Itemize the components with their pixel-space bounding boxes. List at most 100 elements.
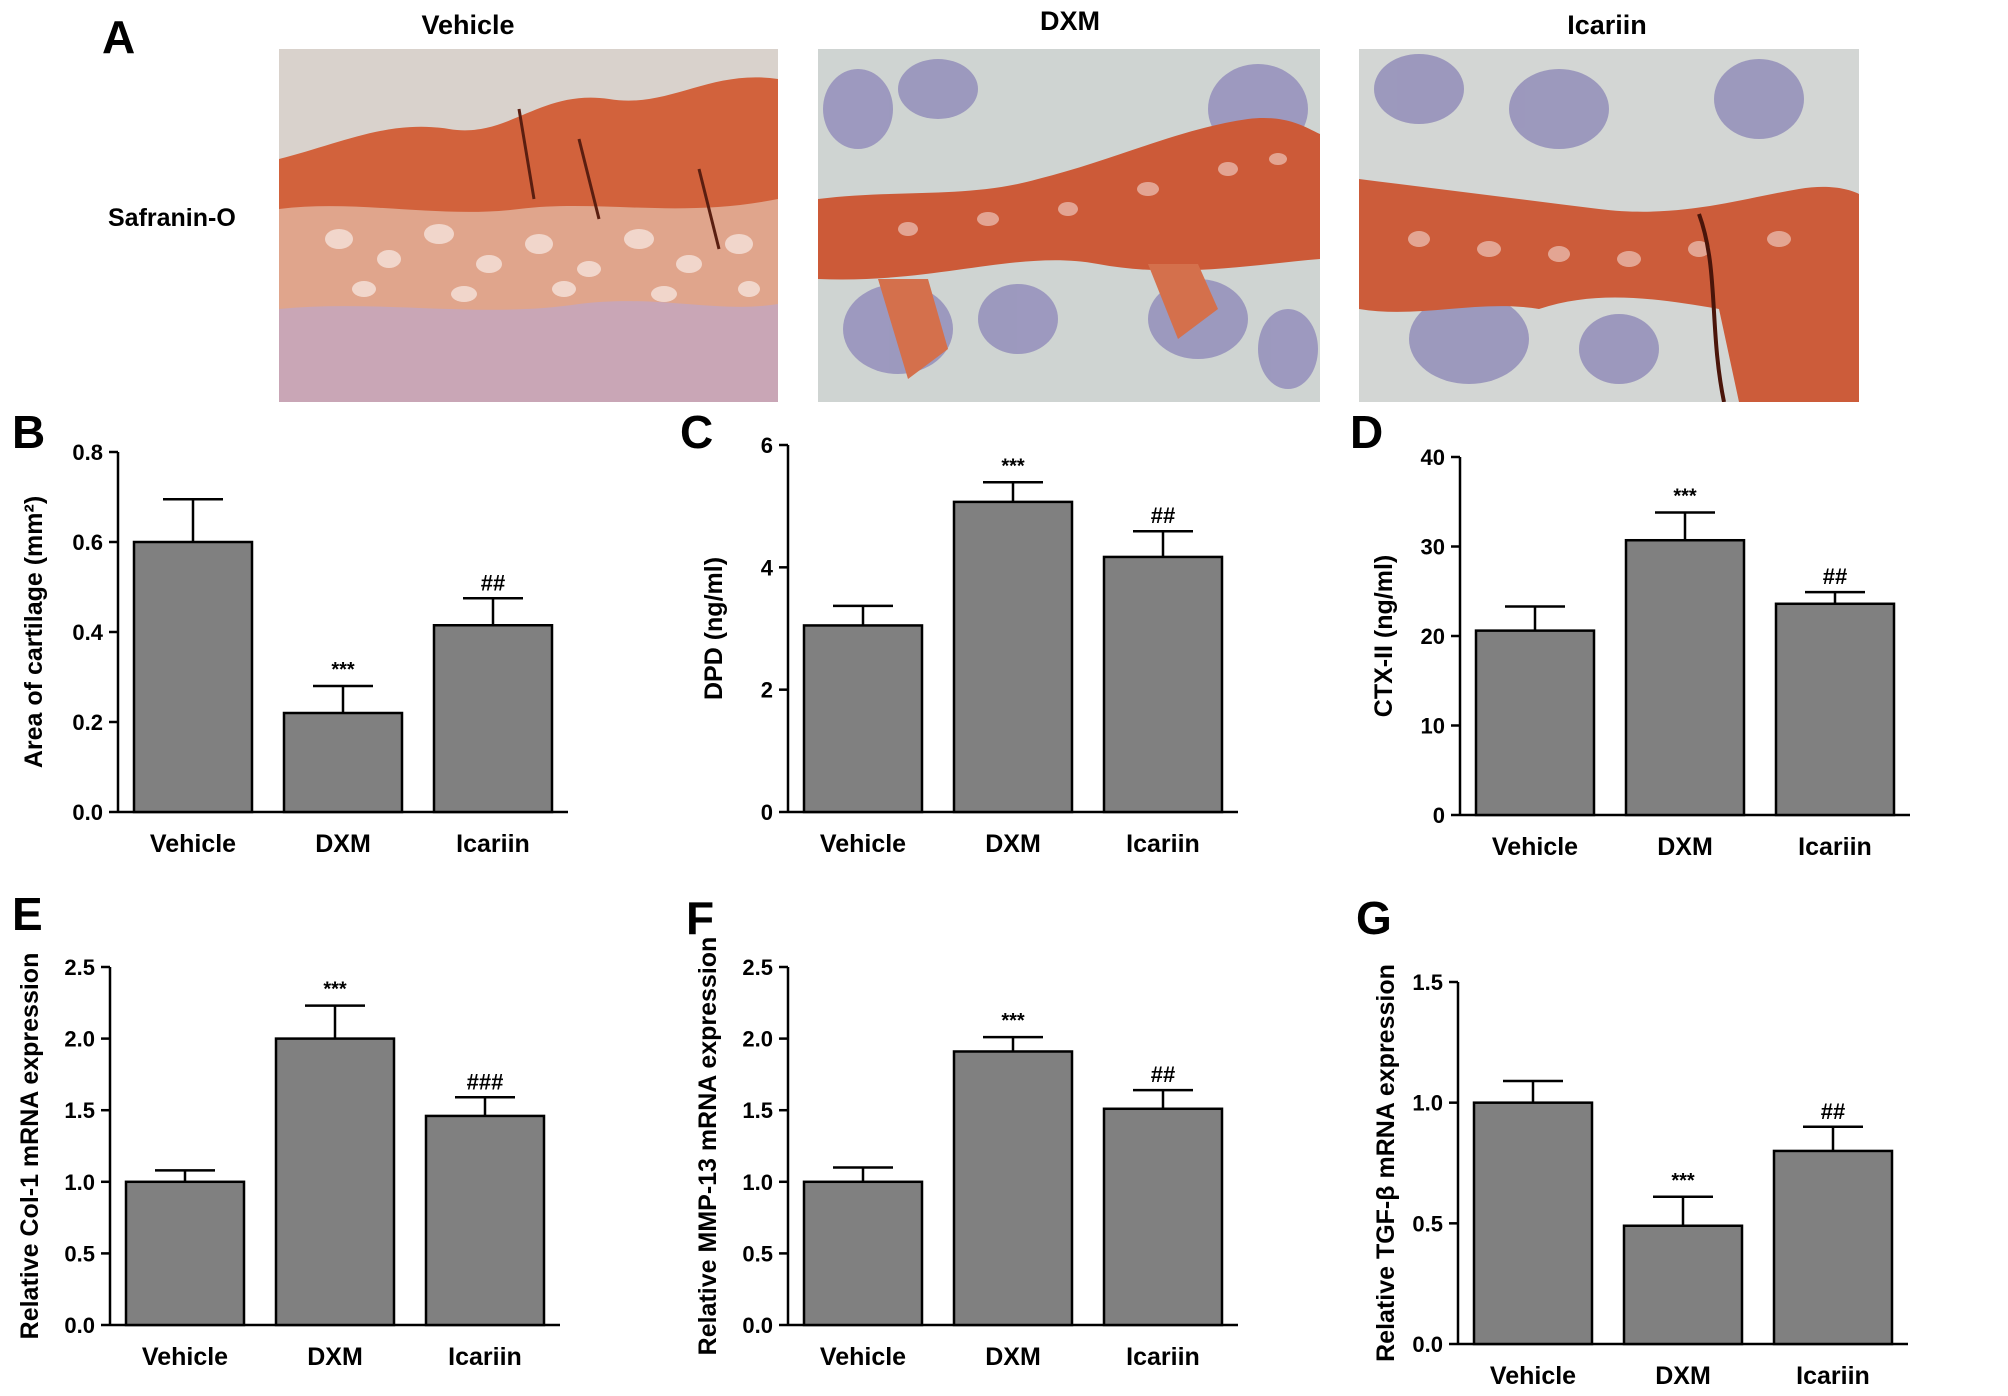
- y-tick-label: 6: [761, 433, 773, 458]
- y-tick-label: 10: [1421, 714, 1445, 739]
- y-tick-label: 4: [761, 555, 774, 580]
- panel-letter: C: [680, 406, 713, 458]
- y-tick-label: 2.0: [64, 1027, 95, 1052]
- y-tick-label: 2.0: [742, 1027, 773, 1052]
- x-tick-label: Vehicle: [1490, 1362, 1576, 1390]
- x-tick-label: Icariin: [448, 1343, 522, 1371]
- bar: [952, 500, 1074, 814]
- bar: [1102, 555, 1224, 814]
- x-tick-label: DXM: [1655, 1362, 1711, 1390]
- bar: [1624, 538, 1746, 817]
- y-tick-label: 0.6: [72, 530, 103, 555]
- significance-annotation: ##: [1151, 503, 1175, 528]
- row-label-safranin-o: Safranin-O: [108, 204, 236, 232]
- column-title-icariin: Icariin: [1567, 10, 1647, 40]
- y-tick-label: 1.5: [1412, 970, 1443, 995]
- significance-annotation: ***: [1001, 1010, 1025, 1032]
- significance-annotation: ###: [467, 1069, 504, 1094]
- panel-letter: G: [1356, 892, 1392, 944]
- x-tick-label: DXM: [1657, 833, 1713, 861]
- x-tick-label: DXM: [985, 830, 1041, 858]
- bar: [1622, 1224, 1744, 1346]
- bar: [1472, 1101, 1594, 1346]
- x-tick-label: Vehicle: [820, 830, 906, 858]
- x-tick-label: Icariin: [1126, 1343, 1200, 1371]
- panel-letter: F: [686, 892, 714, 944]
- y-axis-label: Relative MMP-13 mRNA expression: [694, 937, 722, 1356]
- panel-letter: B: [12, 406, 45, 458]
- bar: [1774, 602, 1896, 817]
- bar: [124, 1180, 246, 1327]
- x-tick-label: Icariin: [1798, 833, 1872, 861]
- significance-annotation: ***: [1673, 485, 1697, 507]
- y-tick-label: 0.5: [1412, 1211, 1443, 1236]
- histology-image-vehicle: [279, 49, 778, 402]
- bar: [952, 1050, 1074, 1327]
- significance-annotation: ***: [331, 659, 355, 681]
- bar-chart-dpd: C 0 2 4 6 DPD (ng/ml) Vehicle *** DXM ## Icariin: [680, 406, 1238, 858]
- bar: [274, 1037, 396, 1327]
- y-tick-label: 1.0: [1412, 1091, 1443, 1116]
- bar: [802, 624, 924, 814]
- y-axis-label: Relative TGF-β mRNA expression: [1372, 964, 1400, 1362]
- y-tick-label: 40: [1421, 445, 1445, 470]
- column-title-vehicle: Vehicle: [421, 10, 515, 40]
- significance-annotation: ##: [481, 570, 505, 595]
- significance-annotation: ##: [1821, 1099, 1845, 1124]
- y-axis-label: Area of cartilage (mm²): [20, 496, 48, 768]
- bar: [802, 1180, 924, 1327]
- y-tick-label: 0.5: [742, 1241, 773, 1266]
- x-tick-label: Icariin: [1796, 1362, 1870, 1390]
- bar: [1772, 1149, 1894, 1346]
- x-tick-label: DXM: [307, 1343, 363, 1371]
- histology-image-icariin: [1359, 49, 1859, 402]
- y-tick-label: 0.0: [72, 800, 103, 825]
- panel-letter: D: [1350, 406, 1383, 458]
- bar: [282, 711, 404, 814]
- y-tick-label: 1.5: [64, 1098, 95, 1123]
- histology-image-dxm: [818, 49, 1320, 402]
- y-tick-label: 20: [1421, 624, 1445, 649]
- y-tick-label: 2.5: [64, 955, 95, 980]
- x-tick-label: DXM: [985, 1343, 1041, 1371]
- y-tick-label: 2: [761, 678, 773, 703]
- x-tick-label: Vehicle: [1492, 833, 1578, 861]
- significance-annotation: ***: [1001, 455, 1025, 477]
- column-title-dxm: DXM: [1040, 6, 1100, 36]
- y-tick-label: 0.0: [64, 1313, 95, 1338]
- y-tick-label: 0.4: [72, 620, 103, 645]
- significance-annotation: ***: [1671, 1170, 1695, 1192]
- x-tick-label: DXM: [315, 830, 371, 858]
- significance-annotation: ##: [1151, 1062, 1175, 1087]
- bar: [1474, 629, 1596, 817]
- y-tick-label: 1.0: [742, 1170, 773, 1195]
- bar-chart-tgf-beta-mrna: G 0.0 0.5 1.0 1.5 Relative TGF-β mRNA express…: [1356, 892, 1908, 1390]
- y-tick-label: 1.0: [64, 1170, 95, 1195]
- y-tick-label: 0.5: [64, 1241, 95, 1266]
- y-tick-label: 0.2: [72, 710, 103, 735]
- bar: [432, 624, 554, 814]
- y-tick-label: 0.8: [72, 440, 103, 465]
- significance-annotation: ***: [323, 979, 347, 1001]
- bar: [1102, 1107, 1224, 1327]
- x-tick-label: Vehicle: [150, 830, 236, 858]
- y-tick-label: 2.5: [742, 955, 773, 980]
- x-tick-label: Icariin: [456, 830, 530, 858]
- y-axis-label: DPD (ng/ml): [700, 557, 728, 700]
- bar-chart-col-1-mrna: E 0.0 0.5 1.0 1.5 2.0 2.5 Relative Col-1 mRNA e…: [12, 888, 560, 1371]
- significance-annotation: ##: [1823, 564, 1847, 589]
- y-tick-label: 0.0: [742, 1313, 773, 1338]
- y-tick-label: 0: [761, 800, 773, 825]
- x-tick-label: Vehicle: [820, 1343, 906, 1371]
- y-tick-label: 1.5: [742, 1098, 773, 1123]
- y-tick-label: 0: [1433, 803, 1445, 828]
- panel-letter: E: [12, 888, 43, 940]
- bar: [424, 1114, 546, 1327]
- x-tick-label: Vehicle: [142, 1343, 228, 1371]
- panel-letter-a: A: [102, 11, 136, 63]
- bar: [132, 540, 254, 814]
- y-axis-label: Relative Col-1 mRNA expression: [16, 953, 44, 1340]
- bar-chart-area-of-cartilage: B 0.0 0.2 0.4 0.6 0.8 Area of cartilage (mm²) V…: [12, 406, 568, 858]
- bar-chart-ctx-ii: D 0 10 20 30 40 CTX-II (ng/ml) Vehicle *** DXM ## I…: [1350, 406, 1910, 861]
- bar-chart-mmp-13-mrna: F 0.0 0.5 1.0 1.5 2.0 2.5 Relative MMP-13 mRNA …: [686, 892, 1238, 1371]
